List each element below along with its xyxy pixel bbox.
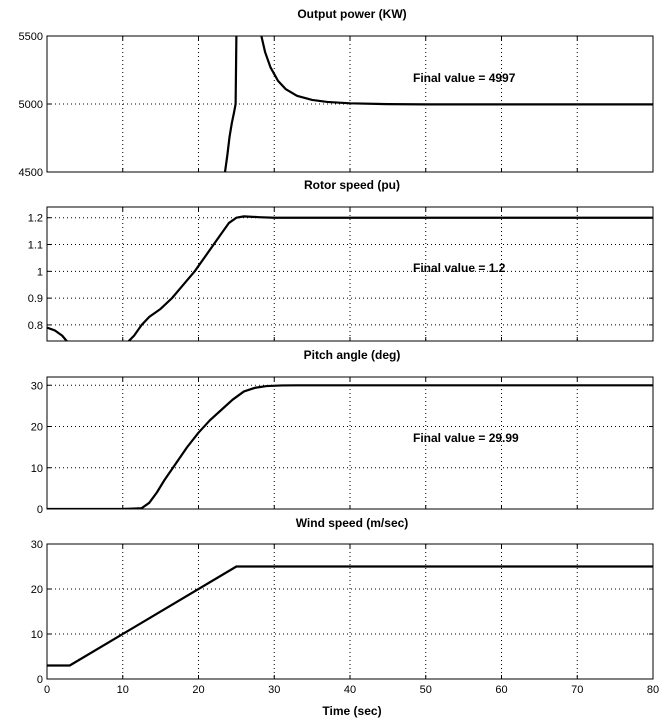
series-group	[47, 215, 653, 341]
x-tick-label: 10	[117, 684, 129, 696]
y-tick-label: 0.8	[28, 320, 43, 332]
subplot-title: Wind speed (m/sec)	[296, 516, 409, 530]
subplot-title: Rotor speed (pu)	[304, 178, 400, 192]
y-tick-label: 0	[37, 504, 43, 516]
subplot-3: 0 10 20 30 Pitch angle (deg) Final value = 29…	[31, 348, 654, 516]
x-tick-label: 40	[344, 684, 356, 696]
y-tick-label: 0.9	[28, 293, 43, 305]
y-tick-label: 5500	[19, 31, 43, 43]
series-line-1	[47, 384, 653, 509]
y-tick-label: 1.2	[28, 213, 43, 225]
x-tick-label: 70	[571, 684, 583, 696]
final-value-annotation: Final value = 1.2	[413, 261, 506, 275]
y-tick-label: 1	[37, 266, 43, 278]
subplot-title: Output power (KW)	[297, 7, 406, 21]
final-value-annotation: Final value = 4997	[413, 71, 516, 85]
x-tick-label: 30	[268, 684, 280, 696]
y-tick-label: 20	[31, 584, 43, 596]
y-tick-label: 5000	[19, 99, 43, 111]
x-axis-label: Time (sec)	[322, 704, 381, 718]
y-tick-label: 10	[31, 629, 43, 641]
y-tick-label: 30	[31, 380, 43, 392]
subplot-2: 0.8 0.9 1 1.1 1.2 Rotor speed (pu) Final value…	[28, 178, 654, 342]
x-tick-label: 20	[192, 684, 204, 696]
series-group	[47, 565, 653, 667]
final-value-annotation: Final value = 29.99	[413, 431, 519, 445]
y-tick-label: 20	[31, 422, 43, 434]
x-tick-label: 0	[44, 684, 50, 696]
x-tick-label: 80	[647, 684, 659, 696]
series-line-2	[127, 215, 653, 341]
subplot-title: Pitch angle (deg)	[304, 348, 401, 362]
subplot-4: 0 10 20 30 0 10 20 30 40 50 60 70 80 Wind speed (m/se…	[31, 516, 659, 718]
series-line-1	[47, 326, 68, 341]
subplot-1: 4500 5000 5500 Output power (KW) Final value…	[19, 7, 654, 179]
series-group	[223, 36, 653, 172]
series-line-2	[260, 36, 653, 106]
series-line-1	[47, 565, 653, 667]
y-tick-label: 4500	[19, 167, 43, 179]
y-tick-label: 30	[31, 539, 43, 551]
x-tick-label: 50	[420, 684, 432, 696]
y-tick-label: 1.1	[28, 240, 43, 252]
series-line-1	[223, 36, 238, 172]
y-tick-label: 10	[31, 463, 43, 475]
series-group	[47, 384, 653, 509]
x-tick-label: 60	[495, 684, 507, 696]
y-tick-label: 0	[37, 674, 43, 686]
